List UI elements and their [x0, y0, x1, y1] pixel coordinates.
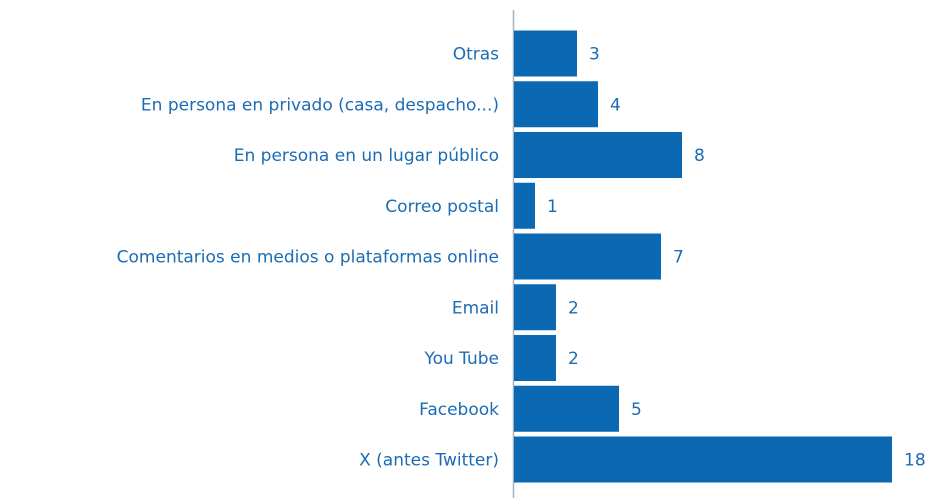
bar [514, 182, 535, 229]
value-label: 1 [547, 197, 558, 217]
value-label: 8 [694, 146, 705, 166]
value-label: 18 [904, 451, 926, 471]
bar [514, 81, 598, 128]
bar [514, 233, 661, 280]
value-label: 7 [673, 248, 684, 268]
value-label: 5 [631, 400, 642, 420]
value-label: 2 [568, 349, 579, 369]
category-label: Comentarios en medios o plataformas onli… [117, 248, 499, 268]
value-label: 3 [589, 45, 600, 65]
bar [514, 335, 556, 381]
category-label: Facebook [419, 400, 499, 420]
bar [514, 436, 892, 483]
bar [514, 385, 619, 432]
category-label: En persona en un lugar público [234, 146, 499, 166]
bar [514, 284, 556, 331]
bar [514, 132, 682, 178]
category-label: En persona en privado (casa, despacho...… [141, 95, 499, 115]
category-label: Otras [453, 45, 499, 65]
category-label: Email [452, 298, 499, 318]
category-label: You Tube [423, 349, 499, 369]
category-label: Correo postal [385, 197, 499, 217]
value-label: 4 [610, 95, 621, 115]
category-label: X (antes Twitter) [359, 451, 499, 471]
bar [514, 30, 577, 77]
value-label: 2 [568, 298, 579, 318]
